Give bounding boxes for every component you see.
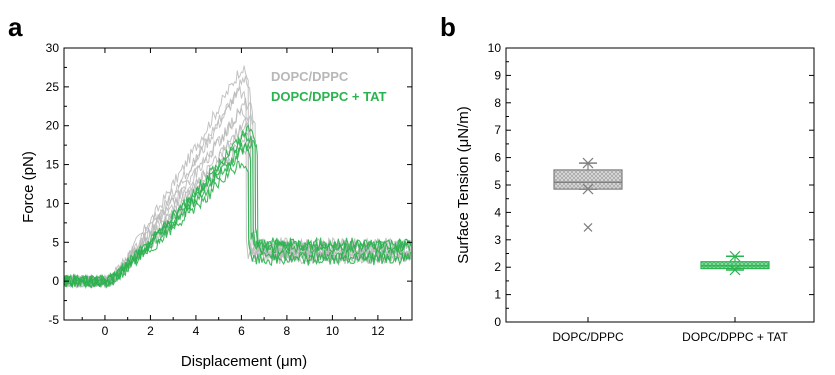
panel-a-curves: [64, 65, 412, 290]
panel-b-ytick-label: 8: [494, 96, 501, 110]
panel-b-ytick-label: 10: [488, 41, 502, 55]
box-dopc-dppc-outlier: [583, 223, 593, 232]
panel-a-ytick-label: 0: [52, 274, 59, 288]
panel-b-ytick-label: 1: [494, 288, 501, 302]
panel-a-xtick-label: 8: [284, 324, 291, 338]
green-trace-4: [64, 141, 412, 290]
panel-b-ytick-label: 3: [494, 233, 501, 247]
panel-a-plot: -5 0 5 10 15 20 25 30 0 2 4 6 8 10 12: [46, 41, 413, 338]
panel-a-ytick-label: 20: [46, 119, 60, 133]
box-dopc-dppc-tat-max-marker: [729, 250, 741, 262]
legend-gray-label: DOPC/DPPC: [271, 69, 349, 84]
panel-a-ytick-label: 5: [52, 235, 59, 249]
panel-b-ytick-label: 0: [494, 315, 501, 329]
panel-a-xtick-label: 12: [371, 324, 385, 338]
panel-b-ylabel: Surface Tension (μN/m): [455, 106, 472, 264]
panel-a-xtick-label: 0: [102, 324, 109, 338]
panel-b-ytick-label: 9: [494, 68, 501, 82]
green-trace-5: [64, 160, 412, 288]
gray-trace-4: [64, 97, 412, 288]
panel-a-xtick-label: 4: [193, 324, 200, 338]
panel-a-xlabel: Displacement (μm): [181, 353, 307, 370]
panel-b-ytick-label: 7: [494, 123, 501, 137]
green-trace-3: [64, 140, 412, 289]
box-dopc-dppc-tat-min-marker: [729, 264, 741, 276]
panel-a-ytick-label: 25: [46, 80, 60, 94]
panel-b-plot: 0 1 2 3 4 5 6 7 8 9 10: [488, 41, 815, 329]
panel-a-ylabel: Force (pN): [20, 151, 37, 223]
box-dopc-dppc-max-marker: [582, 157, 594, 169]
panel-b-ytick-label: 2: [494, 260, 501, 274]
panel-a-xtick-label: 6: [238, 324, 245, 338]
panel-b-label: b: [440, 12, 456, 42]
panel-b-frame: [505, 47, 815, 323]
category-label-1: DOPC/DPPC: [552, 330, 624, 344]
box-dopc-dppc-iqr: [553, 169, 623, 190]
legend-green-label: DOPC/DPPC + TAT: [271, 89, 387, 104]
panel-b-ytick-label: 4: [494, 205, 501, 219]
panel-a-ytick-label: 15: [46, 158, 60, 172]
panel-a-ytick-label: 10: [46, 196, 60, 210]
panel-b-ytick-label: 6: [494, 151, 501, 165]
box-dopc-dppc-min-marker: [582, 183, 594, 195]
panel-a-xtick-label: 2: [147, 324, 154, 338]
panel-a-xtick-label: 10: [326, 324, 340, 338]
panel-a-ytick-label: 30: [46, 41, 60, 55]
panel-a-ytick-label: -5: [48, 313, 59, 327]
panel-a-label: a: [8, 12, 23, 42]
panel-b-ytick-label: 5: [494, 178, 501, 192]
category-label-2: DOPC/DPPC + TAT: [682, 330, 788, 344]
